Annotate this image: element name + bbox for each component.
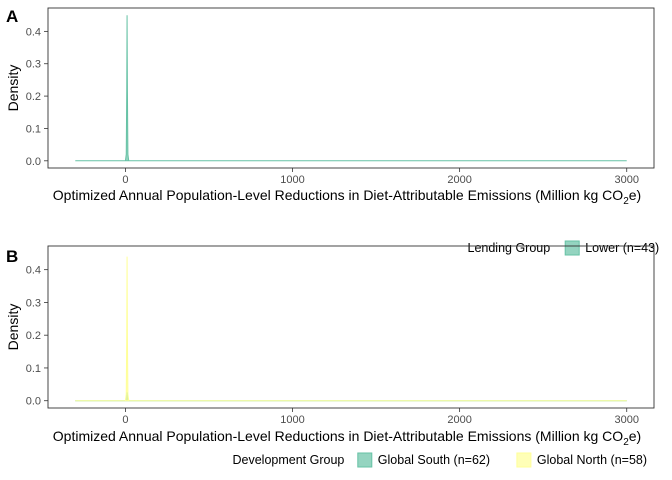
y-tick-label: 0.2: [26, 91, 41, 103]
x-axis-title: Optimized Annual Population-Level Reduct…: [53, 428, 641, 448]
legend: Lending Group Lower (n=43): [468, 240, 659, 256]
y-tick-label: 0.3: [26, 297, 41, 309]
x-axis-title-subscript: 2: [623, 437, 629, 448]
x-axis-title-main: Optimized Annual Population-Level Reduct…: [53, 187, 623, 203]
legend-label-2: Global North (n=58): [537, 453, 647, 467]
legend-key-1: [357, 452, 373, 468]
x-tick-label: 0: [122, 174, 128, 186]
y-tick-label: 0.0: [26, 396, 41, 408]
y-tick-label: 0.2: [26, 330, 41, 342]
legend-label-1: Global South (n=62): [378, 453, 490, 467]
x-tick-label: 1000: [280, 174, 304, 186]
density-area-1: [75, 15, 627, 162]
y-tick-label: 0.1: [26, 363, 41, 375]
x-axis-title-tail: e): [629, 187, 641, 203]
x-tick-label: 2000: [447, 174, 471, 186]
y-axis-title: Density: [5, 304, 21, 351]
y-tick-label: 0.0: [26, 156, 41, 168]
y-axis-title: Density: [5, 65, 21, 112]
x-axis-title: Optimized Annual Population-Level Reduct…: [53, 187, 641, 207]
chart-panel-b: B 0.0 0.1 0.2 0.3 0.4 0 1000 2000 3000 Density Opti…: [5, 245, 655, 468]
legend: Development Group Global South (n=62) Glob…: [233, 452, 647, 468]
x-tick-label: 2000: [447, 414, 471, 426]
panel-tag: A: [6, 7, 18, 26]
density-area-2: [75, 256, 627, 402]
x-tick-label: 3000: [614, 174, 638, 186]
chart-panel-a: A 0.0 0.1 0.2 0.3 0.4 0 1000 2000 3000 Density Opti…: [5, 7, 659, 256]
panel-tag: B: [6, 247, 18, 266]
x-axis-title-tail: e): [629, 428, 641, 444]
y-tick-label: 0.4: [26, 26, 41, 38]
x-axis-title-subscript: 2: [623, 196, 629, 207]
y-tick-label: 0.3: [26, 59, 41, 71]
density-area-1: [75, 392, 627, 402]
plot-border: [47, 7, 655, 169]
plot-border: [47, 245, 655, 409]
legend-title: Lending Group: [468, 241, 551, 255]
x-tick-label: 0: [122, 414, 128, 426]
x-tick-label: 3000: [614, 414, 638, 426]
legend-label-1: Lower (n=43): [585, 241, 659, 255]
x-tick-label: 1000: [280, 414, 304, 426]
legend-key-1: [564, 240, 580, 256]
y-tick-label: 0.4: [26, 265, 41, 277]
y-tick-label: 0.1: [26, 123, 41, 135]
legend-key-2: [516, 452, 532, 468]
x-axis-title-main: Optimized Annual Population-Level Reduct…: [53, 428, 623, 444]
legend-title: Development Group: [233, 453, 345, 467]
